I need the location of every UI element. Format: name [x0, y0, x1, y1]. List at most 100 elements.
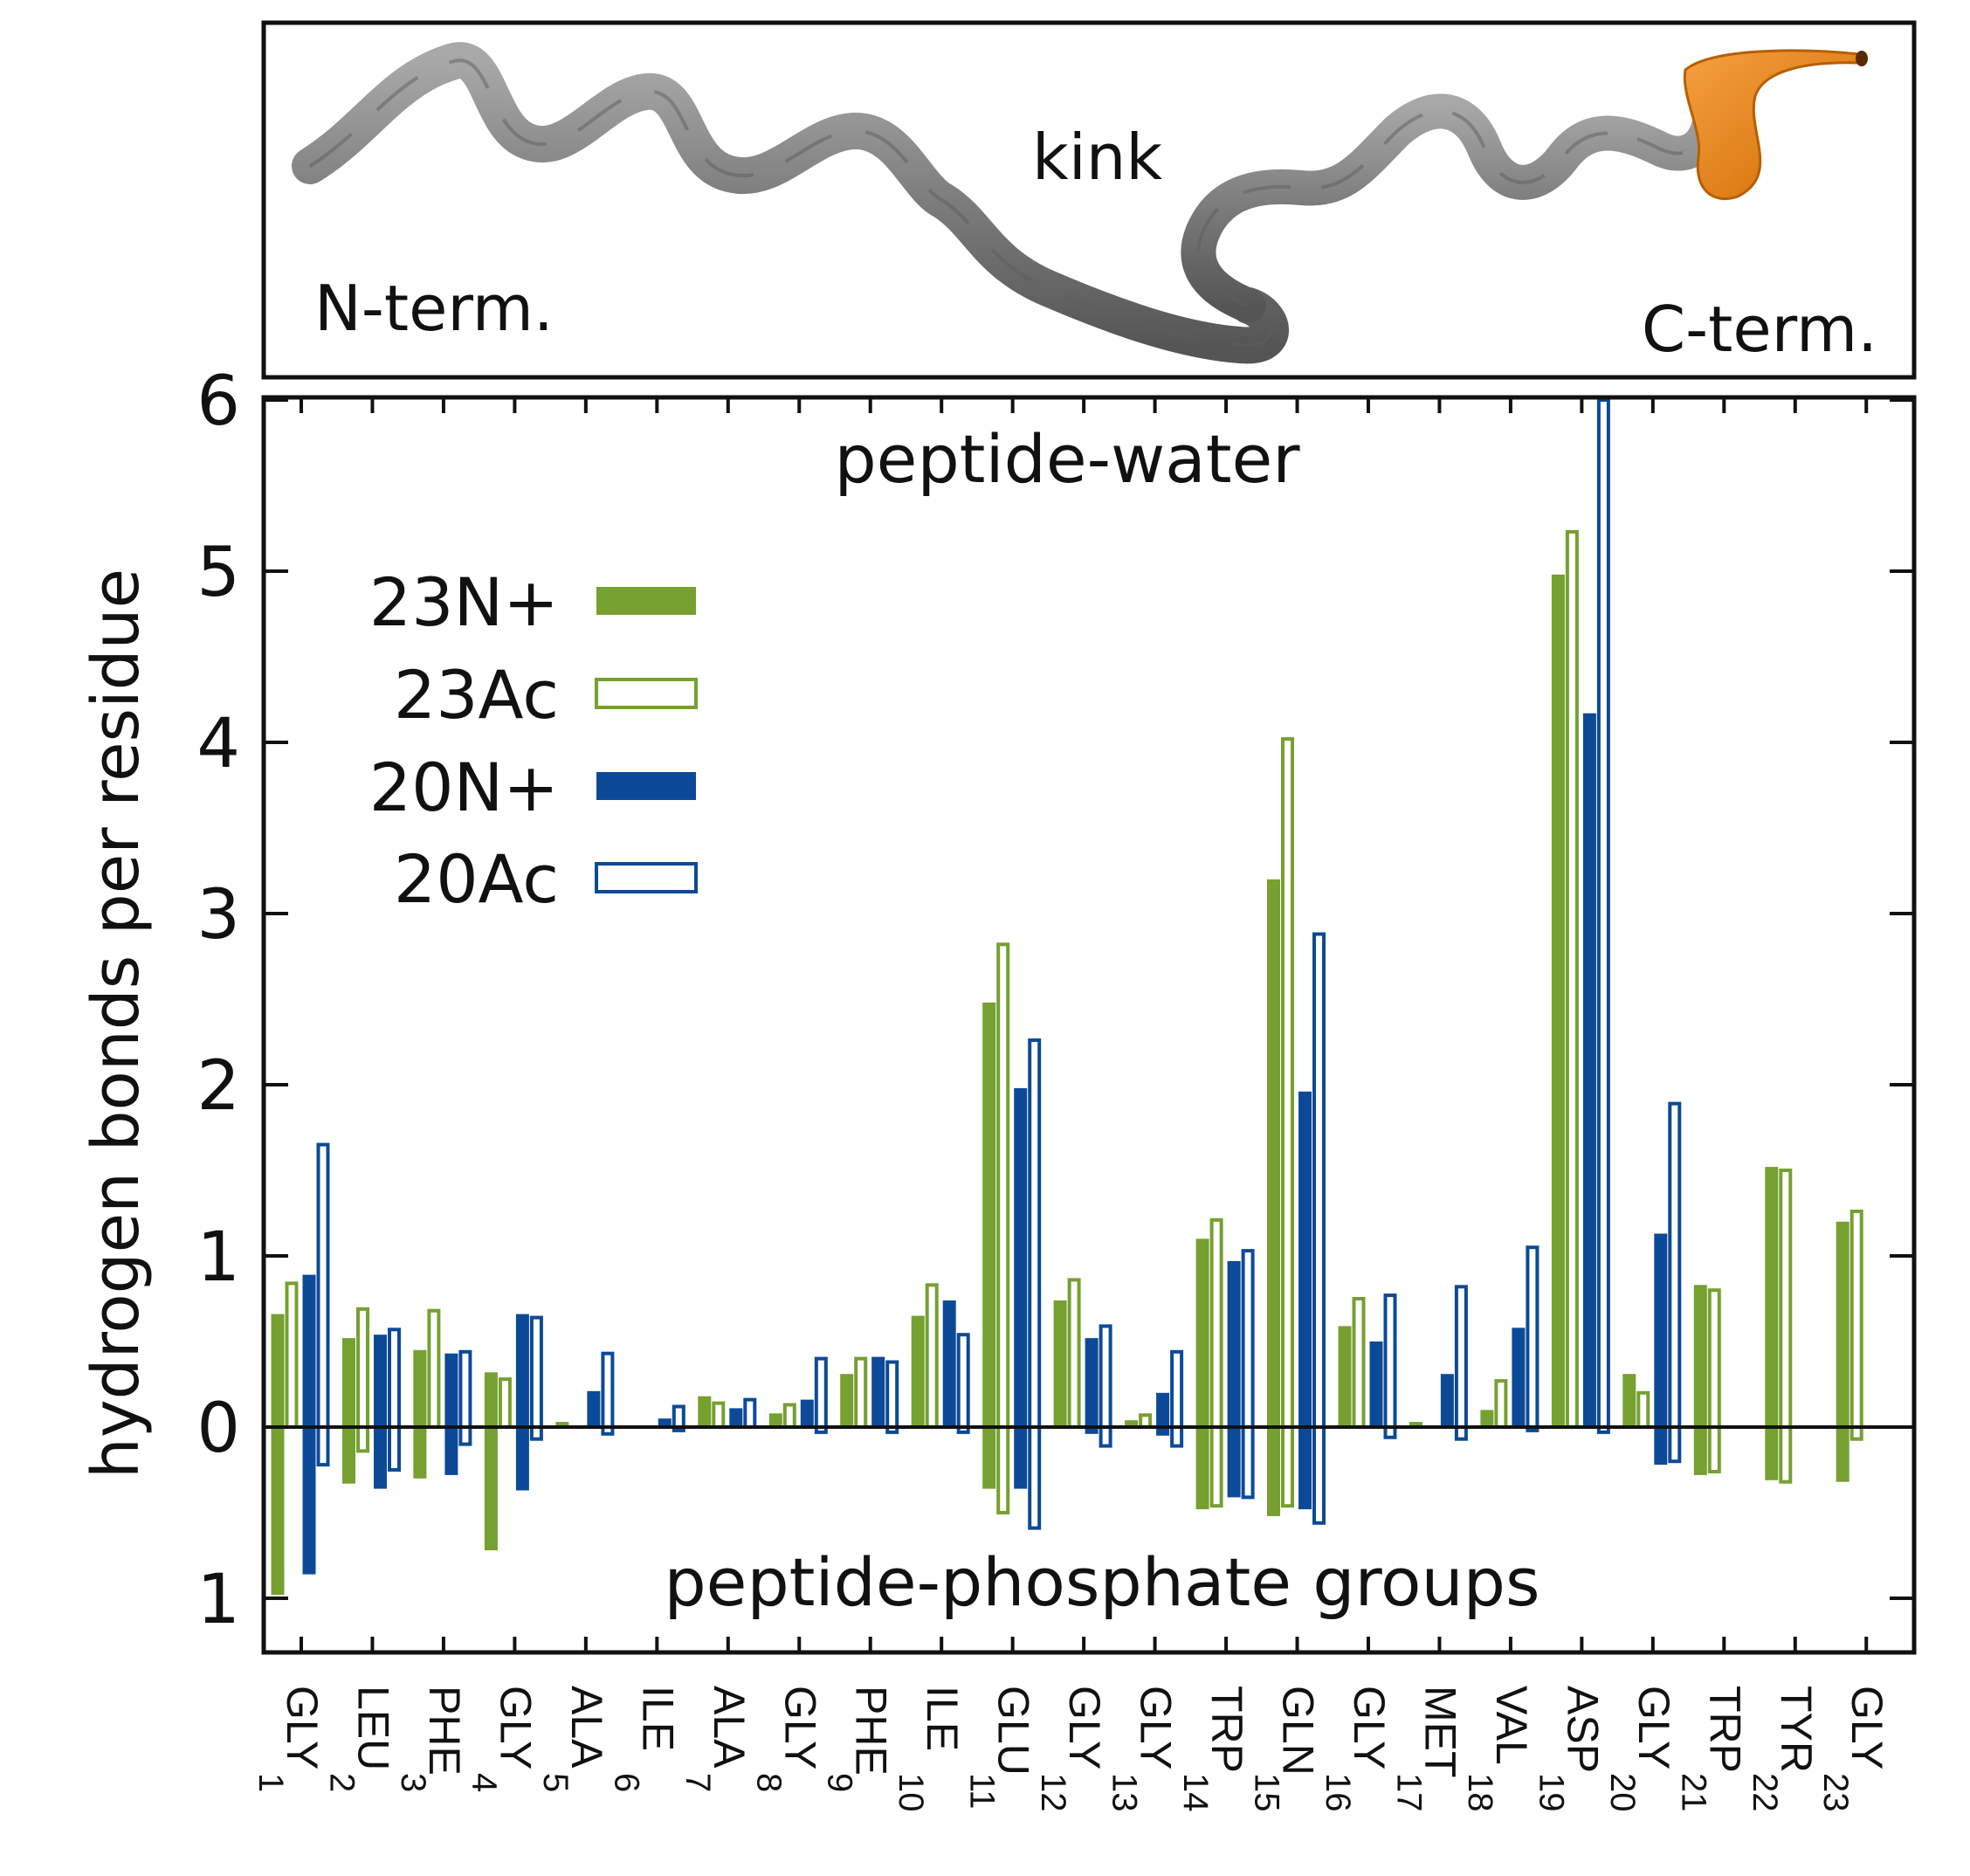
- bar-phosphate-23np-3: [413, 1427, 427, 1479]
- bar-water-20np-4: [515, 1314, 529, 1427]
- x-tick-label-20: GLY 20: [1603, 1686, 1678, 1812]
- bar-water-20ac-3: [458, 1349, 472, 1430]
- x-tick-label-12: GLY 12: [1034, 1686, 1109, 1812]
- bar-water-20np-14: [1227, 1260, 1241, 1427]
- bar-water-20np-10: [942, 1300, 956, 1427]
- bar-water-23np-4: [484, 1372, 498, 1427]
- bar-water-20np-5: [587, 1390, 601, 1427]
- axis-ticks: [264, 397, 1914, 1652]
- bar-phosphate-20ac-11: [1028, 1425, 1042, 1530]
- bar-phosphate-20ac-4: [529, 1425, 543, 1441]
- bar-phosphate-23ac-2: [356, 1425, 369, 1453]
- residue-name: GLY: [278, 1686, 327, 1769]
- bar-water-23ac-14: [1209, 1217, 1223, 1430]
- bar-water-23ac-16: [1352, 1297, 1366, 1429]
- bar-water-23np-1: [271, 1314, 285, 1427]
- residue-name: VAL: [1487, 1686, 1536, 1765]
- kink-label: kink: [1032, 121, 1162, 194]
- bar-phosphate-23ac-22: [1779, 1425, 1793, 1484]
- bar-water-20ac-8: [814, 1356, 828, 1429]
- bar-water-23ac-21: [1707, 1288, 1721, 1429]
- bar-water-20ac-15: [1312, 932, 1326, 1429]
- residue-name: ILE: [633, 1686, 682, 1751]
- bar-water-23np-10: [911, 1315, 925, 1427]
- bar-water-20ac-17: [1454, 1285, 1468, 1430]
- x-tick-label-6: ILE 6: [607, 1686, 682, 1792]
- structure-panel: N-term. kink C-term.: [261, 20, 1917, 380]
- bar-water-20ac-10: [956, 1333, 970, 1429]
- residue-name: ILE: [918, 1686, 967, 1751]
- bar-water-23np-5: [555, 1422, 569, 1427]
- bar-water-23np-11: [982, 1002, 996, 1427]
- bar-water-23ac-22: [1779, 1169, 1793, 1429]
- bar-water-23ac-9: [854, 1356, 868, 1429]
- bar-water-23np-9: [840, 1374, 854, 1427]
- residue-name: LEU: [349, 1686, 398, 1770]
- residue-name: GLY: [1060, 1686, 1109, 1769]
- bar-water-23np-2: [342, 1338, 355, 1427]
- bar-water-23ac-18: [1494, 1379, 1508, 1429]
- bar-water-23ac-20: [1636, 1390, 1650, 1430]
- residue-name: TYR: [1772, 1686, 1821, 1773]
- residue-index: 18: [1461, 1773, 1499, 1812]
- residue-index: 14: [1176, 1773, 1215, 1812]
- residue-name: PHE: [847, 1686, 896, 1776]
- bar-water-20ac-12: [1099, 1324, 1112, 1430]
- bar-water-20np-13: [1156, 1392, 1170, 1427]
- legend-label-1: 23N+: [369, 563, 559, 641]
- bar-phosphate-23np-22: [1765, 1427, 1779, 1480]
- bar-phosphate-23ac-21: [1707, 1425, 1721, 1473]
- bar-phosphate-23ac-11: [996, 1425, 1010, 1514]
- c-term-label: C-term.: [1642, 293, 1877, 366]
- residue-name: ALA: [562, 1686, 611, 1769]
- residue-name: GLY: [1629, 1686, 1678, 1769]
- bar-water-23np-16: [1338, 1326, 1352, 1427]
- bar-water-20np-3: [444, 1353, 458, 1427]
- bar-water-23ac-10: [925, 1283, 939, 1430]
- x-tick-labels: GLY1LEU2PHE3GLY4ALA5ILE6ALA7GLY8PHE9ILE1…: [251, 1686, 1891, 1812]
- residue-name: MET: [1416, 1686, 1464, 1778]
- bar-water-23ac-15: [1281, 737, 1294, 1429]
- bar-phosphate-20np-11: [1014, 1427, 1028, 1489]
- bar-phosphate-23np-11: [982, 1427, 996, 1489]
- residue-index: 9: [821, 1773, 859, 1792]
- y-axis-label: hydrogen bonds per residue: [79, 569, 154, 1479]
- bar-water-20ac-6: [672, 1404, 685, 1429]
- bar-water-20np-6: [658, 1418, 672, 1427]
- bar-water-23np-15: [1267, 879, 1280, 1427]
- bar-phosphate-23ac-15: [1281, 1425, 1294, 1508]
- residue-index: 22: [1746, 1773, 1784, 1812]
- protein-ribbon-illustration: [292, 42, 1868, 364]
- bar-phosphate-20np-4: [515, 1427, 529, 1491]
- x-tick-label-5: ALA 5: [536, 1686, 611, 1792]
- x-tick-label-8: GLY 8: [749, 1686, 824, 1792]
- bar-phosphate-23np-23: [1836, 1427, 1849, 1482]
- c-terminal-segment: [1683, 49, 1862, 201]
- bar-water-23ac-12: [1067, 1278, 1081, 1430]
- bar-phosphate-23ac-23: [1849, 1425, 1863, 1441]
- residue-name: PHE: [420, 1686, 469, 1776]
- annotation-peptide-phosphate: peptide-phosphate groups: [664, 1543, 1539, 1621]
- n-term-label: N-term.: [314, 272, 554, 345]
- bar-water-20ac-19: [1596, 398, 1610, 1429]
- bar-water-23ac-13: [1139, 1413, 1153, 1430]
- bar-water-20ac-1: [316, 1142, 330, 1429]
- bar-phosphate-23np-14: [1195, 1427, 1209, 1510]
- residue-name: TRP: [1700, 1686, 1749, 1773]
- bar-phosphate-20ac-17: [1454, 1425, 1468, 1441]
- bar-phosphate-20np-2: [374, 1427, 387, 1489]
- legend: 23N+ 23Ac 20N+ 20Ac: [369, 563, 698, 918]
- residue-index: 23: [1816, 1773, 1855, 1812]
- bar-water-23np-18: [1480, 1410, 1494, 1427]
- residue-index: 8: [749, 1773, 788, 1792]
- bar-water-20np-8: [800, 1399, 814, 1427]
- y-tick-label: 5: [196, 534, 240, 612]
- bar-phosphate-20ac-2: [388, 1425, 401, 1472]
- bar-water-20np-7: [729, 1408, 743, 1427]
- residue-index: 16: [1319, 1773, 1357, 1812]
